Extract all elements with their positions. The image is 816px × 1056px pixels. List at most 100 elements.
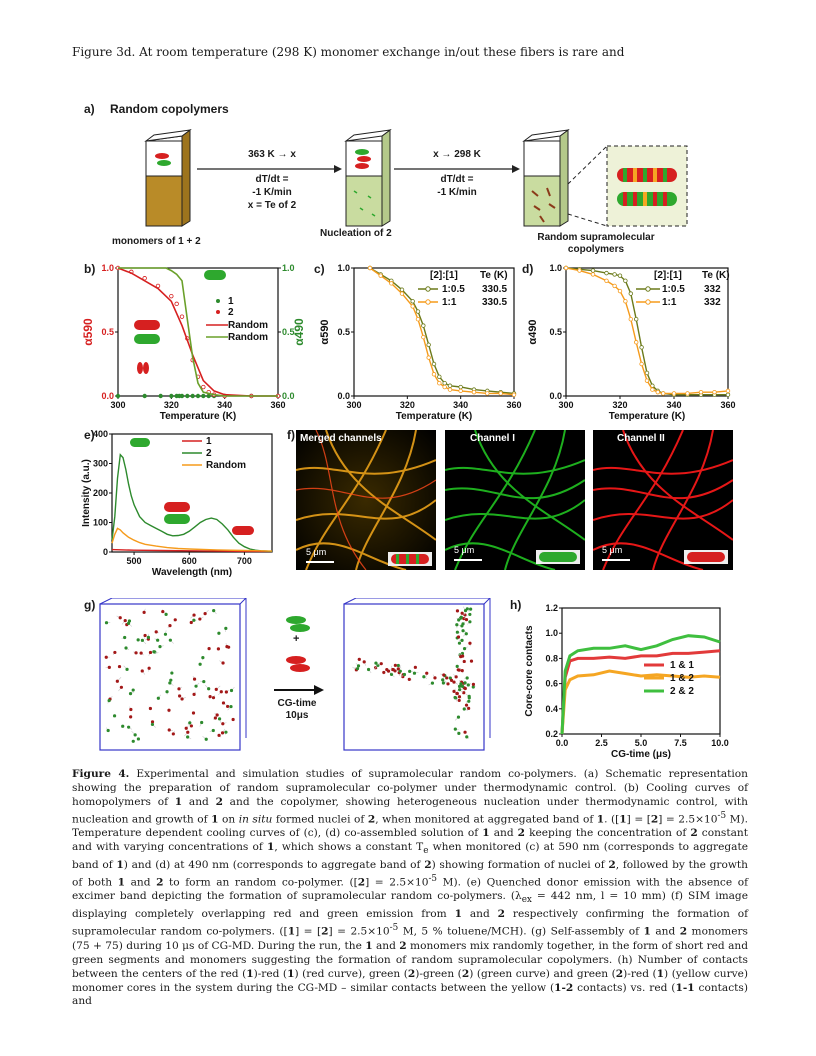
caption-num: 2 [615, 967, 624, 980]
sim-monomer [457, 668, 461, 672]
x-axis-label: CG-time (μs) [611, 749, 671, 760]
caption-random-line2: copolymers [567, 244, 625, 255]
sim-monomer [165, 690, 169, 694]
x-tick-label: 360 [270, 400, 285, 410]
y-axis-label: α490 [527, 319, 539, 344]
caption-num: 1 [365, 939, 373, 952]
caption-num: 1 [454, 908, 462, 921]
series-point-1 [367, 265, 373, 271]
legend-label: 1:1 [662, 297, 677, 308]
series-point-1 [623, 299, 628, 304]
y-tick-label: 0.5 [101, 327, 114, 337]
sim-monomer [389, 672, 394, 676]
series-point-0 [437, 374, 442, 379]
sim-monomer [453, 695, 457, 700]
sim-monomer [158, 645, 162, 649]
sim-monomer [140, 669, 144, 673]
sim-monomer [460, 638, 464, 642]
caption-sup: -5 [428, 873, 438, 884]
y-tick-label: 200 [93, 488, 108, 498]
series-1-point [169, 393, 174, 399]
y-axis-label-left: α590 [81, 318, 95, 346]
sim-monomer [123, 618, 127, 623]
sim-monomer [422, 675, 426, 679]
series-line-2 [111, 527, 273, 552]
caption-num: 2 [497, 908, 506, 921]
caption-nucleation: Nucleation of 2 [320, 228, 392, 239]
sim-monomer [468, 641, 472, 645]
sim-monomer [455, 630, 459, 634]
series-point-0 [644, 370, 650, 376]
y-tick-label: 0.0 [549, 391, 562, 401]
sim-monomer [189, 724, 193, 728]
series-point-1 [421, 334, 426, 340]
legend-label: 1 & 2 [670, 673, 694, 684]
series-point-0 [447, 383, 453, 388]
sim-monomer [202, 679, 206, 684]
y-tick-label: 0.0 [101, 391, 114, 401]
sim-monomer [456, 635, 461, 639]
sim-monomer [115, 679, 119, 683]
sim-monomer [150, 720, 155, 724]
sim-monomer [139, 651, 143, 655]
stack-icon-mixed [134, 320, 160, 330]
caption-text: )-green ( [415, 967, 462, 980]
sim-monomer [131, 739, 135, 743]
y-tick-label: 1.0 [337, 263, 350, 273]
legend-header: [2]:[1] [430, 270, 458, 281]
caption-text: M, 5 % toluene/MCH). (g) Self-assembly o… [398, 925, 644, 938]
series-1-point [185, 393, 190, 399]
caption-text: monomers mix randomly together, in the f… [72, 939, 749, 980]
sim-monomer [433, 676, 437, 680]
series-1-point [158, 393, 163, 399]
caption-num: 2 [321, 925, 329, 938]
cuvette-monomers [144, 129, 192, 227]
legend-header: Te (K) [480, 270, 508, 281]
series-point-1 [660, 391, 666, 396]
sim-monomer [184, 726, 188, 730]
legend-header: [2]:[1] [654, 270, 682, 281]
series-point-0 [399, 287, 405, 292]
stack-icon-red [232, 526, 254, 535]
sim-monomer [224, 626, 228, 630]
caption-text: monomers (75 + 75) during 10 μs of CG-MD… [72, 925, 748, 952]
caption-num: 1 [211, 813, 219, 826]
series-point-0 [458, 384, 463, 390]
caption-text: constant and with varying concentrations… [72, 827, 748, 854]
sim-monomer [221, 661, 225, 665]
sim-monomer [471, 682, 476, 686]
sim-monomer [192, 677, 197, 681]
sim-box-top [343, 598, 491, 605]
y-tick-label: 400 [93, 429, 108, 439]
caption-text: ] = 2.5×10 [328, 925, 390, 938]
y-tick-label: 1.2 [545, 603, 558, 613]
sim-monomer [214, 687, 218, 691]
caption-num: 1 [656, 967, 665, 980]
y-axis-label-right: α490 [292, 318, 306, 346]
sim-monomer [192, 613, 196, 617]
sim-monomer [455, 623, 459, 627]
sim-monomer [449, 678, 454, 682]
series-point-0 [426, 342, 431, 347]
caption-num: 2 [215, 795, 223, 808]
series-point-1 [431, 372, 437, 377]
caption-text: contacts) vs. red ( [573, 981, 676, 994]
series-point-0 [612, 272, 617, 277]
x-tick-label: 0.0 [556, 738, 569, 748]
sim-monomer [147, 666, 151, 670]
sim-monomer [186, 735, 190, 739]
series-point-1 [410, 304, 415, 309]
sim-monomer [467, 696, 471, 700]
sim-monomer [356, 664, 361, 668]
legend-te: 330.5 [482, 284, 507, 295]
legend-label: 2 [206, 448, 212, 459]
legend-label: 1:0.5 [662, 284, 685, 295]
series-point-1 [442, 384, 447, 390]
caption-text: and [372, 939, 400, 952]
caption-text: Experimental and simulation studies of s… [72, 768, 748, 808]
sim-monomer [469, 659, 474, 663]
sim-monomer [457, 641, 462, 645]
series-point-0 [590, 268, 596, 273]
sim-monomer [463, 730, 467, 734]
sim-monomer [362, 660, 366, 664]
